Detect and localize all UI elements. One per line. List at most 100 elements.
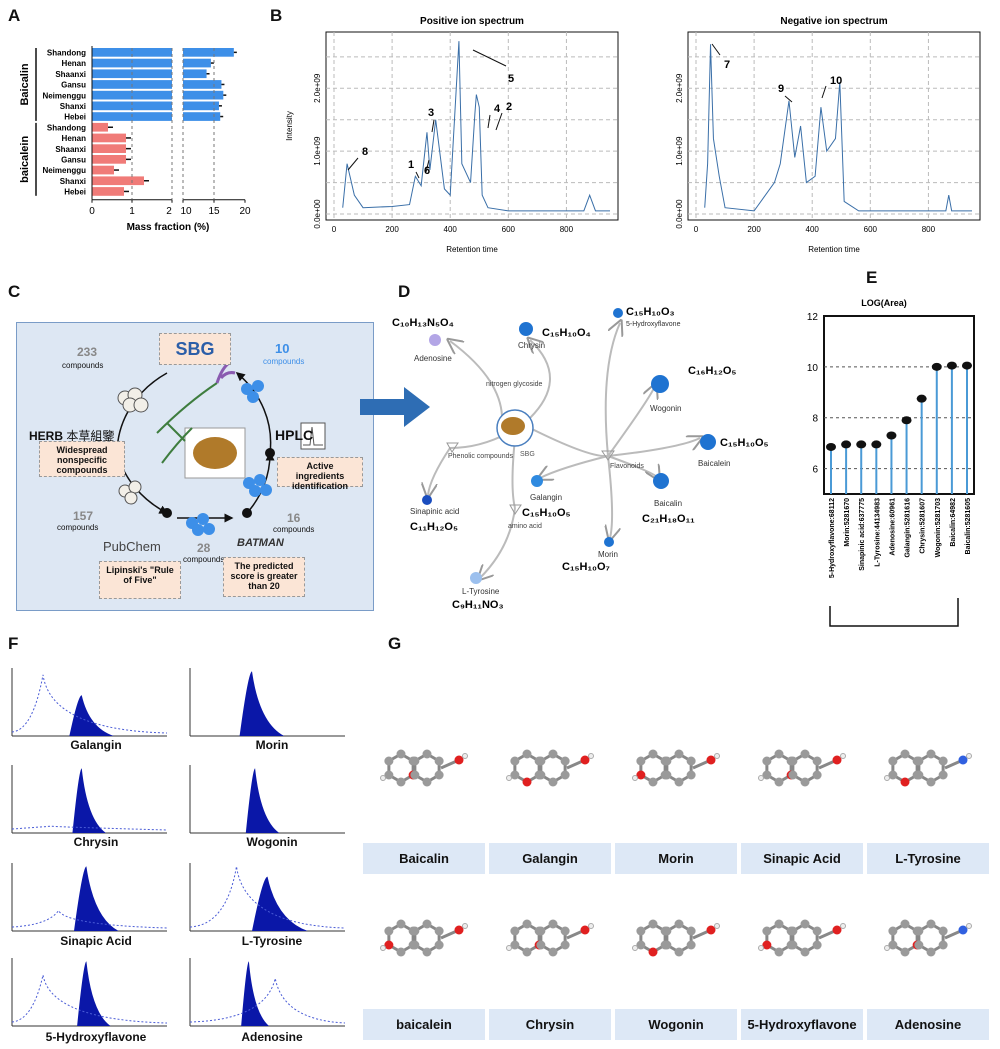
- mol-label-sinapic-acid: Sinapic Acid: [741, 843, 863, 874]
- bar: [92, 101, 172, 111]
- bar-category-label: Gansu: [61, 156, 86, 165]
- atom: [840, 923, 846, 929]
- atom: [632, 945, 638, 951]
- mol-label-morin: Morin: [615, 843, 737, 874]
- atom: [510, 770, 520, 780]
- molecule-model: [380, 749, 468, 787]
- atom: [812, 940, 822, 950]
- atom: [636, 770, 646, 780]
- atom: [510, 940, 520, 950]
- y-tick-label: 10: [807, 363, 819, 374]
- molecule-model: [506, 749, 594, 787]
- atom: [686, 926, 696, 936]
- bar-category-label: Shanxi: [60, 177, 86, 186]
- x-tick-label: 200: [385, 225, 399, 234]
- atom: [800, 777, 810, 787]
- workflow-box: SBG 233 compounds 10 compounds HERB 本草組鑒…: [16, 322, 374, 611]
- spectrum-line: [342, 41, 610, 212]
- bar-category-label: Gansu: [61, 81, 86, 90]
- x-tick-label: 1: [129, 206, 135, 217]
- peak-label: 5: [508, 73, 514, 85]
- atom: [396, 947, 406, 957]
- molecule-model: [632, 919, 720, 957]
- panel-label-e: E: [866, 268, 878, 287]
- label-compounds: compounds: [263, 357, 305, 366]
- y-tick-label: 2.0e+09: [675, 73, 684, 103]
- atom: [580, 755, 590, 765]
- atom: [380, 945, 386, 951]
- node-5-hydroxyflavone-formula: C₁₅H₁₀O₃: [626, 306, 675, 318]
- atom: [774, 947, 784, 957]
- node-morin: [604, 537, 614, 547]
- panel-label-d: D: [398, 282, 411, 301]
- x-tick-label: 0: [89, 206, 95, 217]
- peak-label: 1: [408, 159, 414, 171]
- chrom-trace: [11, 974, 168, 1024]
- x-tick-label: 400: [444, 225, 458, 234]
- x-tick-label: 20: [239, 206, 251, 217]
- atom: [632, 775, 638, 781]
- bar: [183, 90, 224, 100]
- chrom-trace: [11, 909, 168, 929]
- note-predicted-score: The predicted score is greater than 20: [223, 557, 305, 597]
- atom: [536, 926, 546, 936]
- atom: [410, 926, 420, 936]
- group-label: Baicalin: [19, 63, 31, 105]
- negative-ion-spectrum-chart: Negative ion spectrum 0 200 400 600 800 0.0e+0…: [675, 16, 981, 254]
- x-tick-label: Sinapinic acid:637775: [859, 498, 866, 571]
- bar-category-label: Shaanxi: [55, 145, 86, 154]
- bar-category-label: Shanxi: [60, 102, 86, 111]
- atom: [648, 749, 658, 759]
- node-wogonin-label: Wogonin: [650, 404, 681, 413]
- peak-pointer: [415, 171, 420, 179]
- group-bracket: [829, 598, 959, 627]
- bar: [183, 80, 222, 89]
- node-galangin-formula: C₁₅H₁₀O₅: [522, 507, 571, 519]
- compound-cluster-icon: [243, 474, 272, 497]
- molecule-model: [632, 749, 720, 787]
- x-tick-label: 0: [332, 225, 337, 234]
- compound-cluster-icon: [241, 380, 264, 403]
- node-sinapinic-acid-label: Sinapinic acid: [410, 507, 459, 516]
- node-baicalin-formula: C₂₁H₁₈O₁₁: [642, 513, 695, 525]
- chrom-peak: [74, 866, 119, 931]
- node-chrysin-formula: C₁₅H₁₀O₄: [542, 327, 591, 339]
- atom: [938, 926, 948, 936]
- chart-title: LOG(Area): [861, 298, 907, 308]
- node-galangin-label: Galangin: [530, 493, 562, 502]
- plot-frame: [325, 31, 619, 221]
- bar: [92, 133, 126, 143]
- plot-frame: [823, 315, 975, 495]
- bar-category-label: Hebei: [64, 113, 86, 122]
- atom: [900, 947, 910, 957]
- atom: [706, 925, 716, 935]
- atom: [396, 749, 406, 759]
- chrom-trace: [189, 978, 346, 1024]
- spectrum-line: [704, 44, 972, 212]
- chrom-peak: [69, 695, 114, 736]
- node-galangin: [531, 475, 543, 487]
- atom: [422, 777, 432, 787]
- y-tick-label: 12: [807, 312, 819, 323]
- peak-pointer: [711, 43, 721, 56]
- bar-category-label: Henan: [62, 134, 87, 143]
- molecule-model: [506, 919, 594, 957]
- atom: [714, 753, 720, 759]
- atom: [588, 753, 594, 759]
- chrom-peak: [245, 768, 280, 833]
- x-axis-label: Mass fraction (%): [127, 222, 210, 233]
- x-tick-label: Galangin:5281616: [905, 498, 912, 558]
- mol-label-chrysin: Chrysin: [489, 1009, 611, 1040]
- chrom-label-wogonin: Wogonin: [246, 835, 298, 849]
- atom: [900, 749, 910, 759]
- atom: [686, 756, 696, 766]
- atom: [462, 753, 468, 759]
- atom: [536, 756, 546, 766]
- atom: [648, 777, 658, 787]
- mol-label-baicalein: baicalein: [363, 1009, 485, 1040]
- plot-frame: [687, 31, 981, 221]
- atom: [434, 940, 444, 950]
- node-5-hydroxyflavone-label: 5-Hydroxyflavone: [626, 321, 681, 328]
- molecule-model: [758, 919, 846, 957]
- atom: [884, 945, 890, 951]
